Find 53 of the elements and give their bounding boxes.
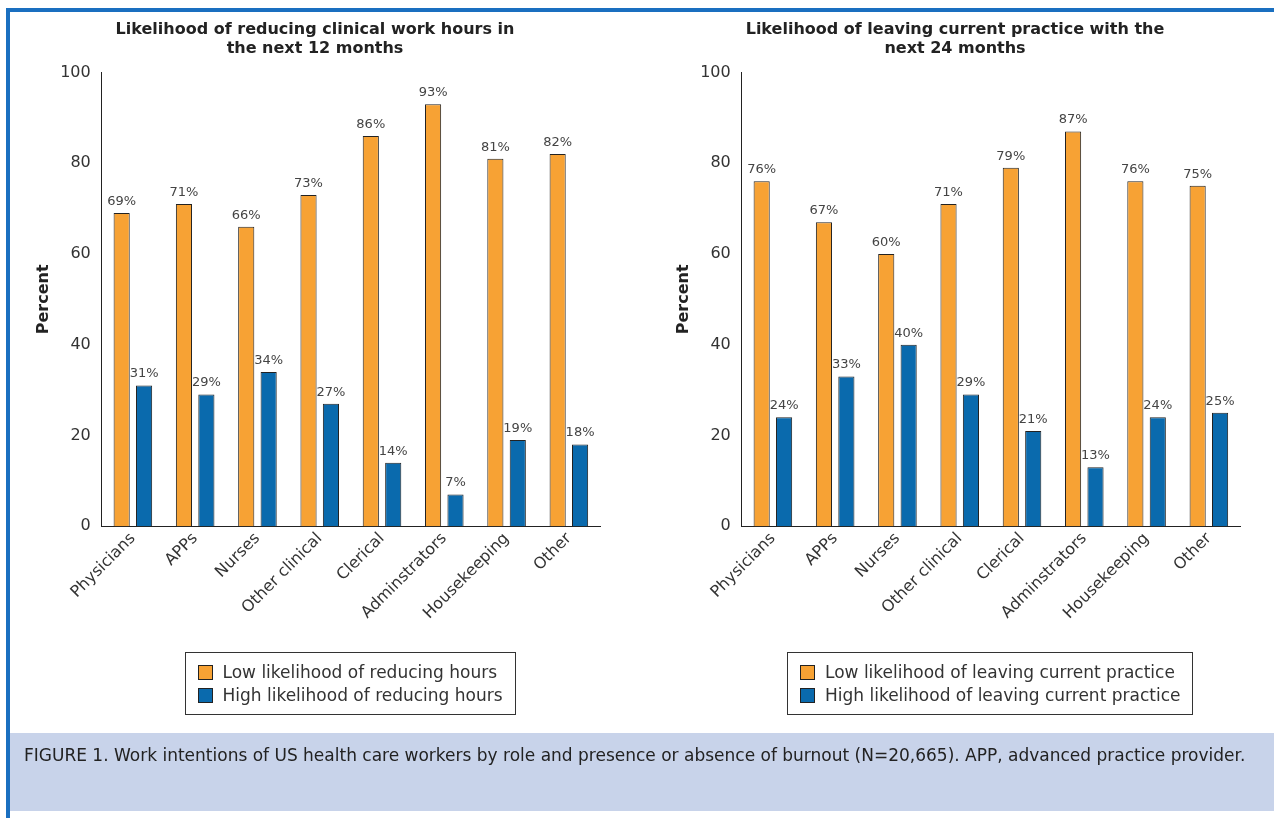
data-label: 87% [1058, 111, 1088, 127]
data-label: 40% [894, 324, 924, 340]
y-tick-label: 100 [60, 61, 91, 81]
y-tick-label: 80 [70, 152, 91, 172]
data-label: 33% [831, 356, 861, 372]
chart-title: Likelihood of leaving current practice with the next 24 months [745, 18, 1165, 57]
data-label: 75% [1183, 165, 1213, 181]
data-label: 13% [1081, 447, 1110, 463]
data-label: 31% [129, 365, 159, 381]
y-tick-label: 20 [710, 424, 731, 444]
y-tick-label: 60 [70, 243, 91, 263]
data-label: 25% [1205, 392, 1235, 408]
chart-title: Likelihood of reducing clinical work hours in the next 12 months [115, 18, 515, 57]
data-label: 67% [809, 202, 839, 218]
data-label: 21% [1018, 410, 1048, 426]
data-label: 82% [543, 133, 573, 149]
caption: FIGURE 1. Work intentions of US health care workers by role and presence or absence of burnout (N=20,665). APP, advanced practice provider. [10, 733, 1274, 811]
data-label: 73% [294, 174, 323, 190]
y-tick-label: 0 [80, 515, 91, 535]
y-tick-label: 40 [710, 333, 731, 353]
data-label: 18% [565, 424, 595, 440]
data-label: 14% [378, 442, 408, 458]
data-label: 76% [1120, 161, 1150, 177]
y-tick-label: 0 [720, 515, 731, 535]
data-label: 79% [996, 147, 1026, 163]
data-label: 81% [480, 138, 510, 154]
data-label: 86% [356, 115, 386, 131]
data-label: 34% [254, 351, 284, 367]
data-label: 60% [871, 233, 901, 249]
data-label: 66% [231, 206, 261, 222]
legend-label: Low likelihood of reducing hours [222, 662, 498, 682]
y-tick-label: 80 [710, 152, 731, 172]
data-label: 27% [316, 383, 346, 399]
data-label: 19% [503, 419, 533, 435]
data-label: 71% [934, 183, 963, 199]
data-label: 76% [747, 161, 777, 177]
y-axis-title: Percent [32, 264, 52, 335]
data-label: 69% [107, 192, 137, 208]
y-axis-title: Percent [672, 264, 692, 335]
data-label: 71% [169, 183, 199, 199]
data-label: 29% [191, 374, 221, 390]
data-label: 93% [418, 84, 448, 100]
legend-label: Low likelihood of leaving current practice [825, 662, 1175, 682]
data-label: 24% [1143, 397, 1173, 413]
y-tick-label: 20 [70, 424, 91, 444]
legend-label: High likelihood of leaving current practice [825, 685, 1181, 705]
y-tick-label: 100 [700, 61, 731, 81]
data-label: 7% [445, 474, 466, 490]
data-label: 24% [769, 397, 799, 413]
y-tick-label: 40 [70, 333, 91, 353]
y-tick-label: 60 [710, 243, 731, 263]
data-label: 29% [956, 374, 986, 390]
legend-label: High likelihood of reducing hours [222, 685, 503, 705]
